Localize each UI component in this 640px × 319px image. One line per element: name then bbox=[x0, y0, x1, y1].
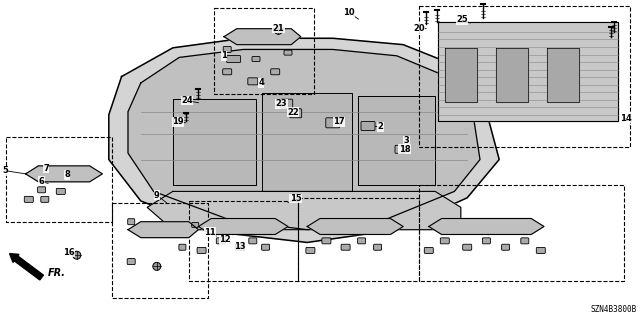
Text: 12: 12 bbox=[220, 235, 231, 244]
Text: 25: 25 bbox=[456, 15, 468, 24]
FancyBboxPatch shape bbox=[290, 109, 301, 118]
FancyBboxPatch shape bbox=[395, 145, 405, 153]
Polygon shape bbox=[358, 96, 435, 185]
FancyBboxPatch shape bbox=[326, 118, 340, 128]
FancyBboxPatch shape bbox=[248, 78, 258, 85]
FancyBboxPatch shape bbox=[192, 222, 198, 227]
Text: 3: 3 bbox=[404, 137, 409, 145]
Text: 13: 13 bbox=[234, 242, 246, 251]
Polygon shape bbox=[547, 48, 579, 102]
Text: 18: 18 bbox=[399, 145, 410, 154]
FancyBboxPatch shape bbox=[252, 56, 260, 62]
Circle shape bbox=[73, 251, 81, 259]
FancyBboxPatch shape bbox=[227, 56, 241, 63]
Polygon shape bbox=[173, 99, 256, 185]
FancyBboxPatch shape bbox=[127, 259, 135, 264]
FancyBboxPatch shape bbox=[24, 197, 33, 202]
Circle shape bbox=[275, 26, 282, 34]
Text: 8: 8 bbox=[65, 170, 70, 179]
FancyBboxPatch shape bbox=[223, 47, 231, 52]
FancyBboxPatch shape bbox=[281, 99, 292, 108]
FancyBboxPatch shape bbox=[424, 248, 433, 253]
FancyBboxPatch shape bbox=[284, 50, 292, 55]
FancyBboxPatch shape bbox=[502, 244, 509, 250]
Polygon shape bbox=[198, 219, 288, 234]
Text: 7: 7 bbox=[44, 164, 49, 173]
Text: FR.: FR. bbox=[48, 268, 66, 278]
FancyBboxPatch shape bbox=[41, 197, 49, 202]
Polygon shape bbox=[224, 29, 301, 45]
Text: 9: 9 bbox=[154, 191, 159, 200]
Text: 20: 20 bbox=[413, 24, 425, 33]
FancyBboxPatch shape bbox=[521, 238, 529, 244]
Text: 14: 14 bbox=[620, 114, 632, 122]
FancyBboxPatch shape bbox=[128, 219, 134, 225]
Text: 4: 4 bbox=[258, 78, 264, 87]
Text: 15: 15 bbox=[290, 194, 301, 203]
FancyBboxPatch shape bbox=[463, 244, 472, 250]
FancyBboxPatch shape bbox=[374, 244, 381, 250]
Text: 11: 11 bbox=[204, 228, 216, 237]
Polygon shape bbox=[438, 22, 618, 121]
Text: 19: 19 bbox=[172, 117, 184, 126]
Circle shape bbox=[153, 262, 161, 271]
FancyBboxPatch shape bbox=[56, 189, 65, 194]
Polygon shape bbox=[128, 222, 198, 238]
Polygon shape bbox=[262, 93, 352, 191]
Text: 6: 6 bbox=[38, 177, 45, 186]
FancyBboxPatch shape bbox=[197, 248, 206, 253]
FancyBboxPatch shape bbox=[361, 122, 375, 130]
Polygon shape bbox=[307, 219, 403, 234]
FancyBboxPatch shape bbox=[306, 248, 315, 253]
Text: 21: 21 bbox=[273, 24, 284, 33]
FancyBboxPatch shape bbox=[223, 69, 232, 75]
Polygon shape bbox=[26, 166, 102, 182]
FancyBboxPatch shape bbox=[262, 244, 269, 250]
FancyBboxPatch shape bbox=[236, 244, 244, 250]
Polygon shape bbox=[109, 38, 499, 242]
FancyBboxPatch shape bbox=[341, 244, 350, 250]
FancyBboxPatch shape bbox=[483, 238, 490, 244]
FancyBboxPatch shape bbox=[536, 248, 545, 253]
Text: 1: 1 bbox=[221, 51, 227, 60]
FancyBboxPatch shape bbox=[216, 238, 225, 244]
FancyBboxPatch shape bbox=[249, 238, 257, 244]
FancyBboxPatch shape bbox=[358, 238, 365, 244]
Text: 16: 16 bbox=[63, 248, 75, 256]
Text: 23: 23 bbox=[276, 99, 287, 108]
Text: 5: 5 bbox=[2, 166, 8, 175]
FancyArrow shape bbox=[10, 254, 44, 280]
FancyBboxPatch shape bbox=[271, 69, 280, 75]
Polygon shape bbox=[429, 219, 544, 234]
Polygon shape bbox=[445, 48, 477, 102]
Text: 17: 17 bbox=[333, 117, 345, 126]
Text: 22: 22 bbox=[287, 108, 299, 117]
Text: 10: 10 bbox=[343, 8, 355, 17]
FancyBboxPatch shape bbox=[440, 238, 449, 244]
FancyBboxPatch shape bbox=[38, 187, 45, 193]
Text: SZN4B3800B: SZN4B3800B bbox=[591, 305, 637, 314]
FancyBboxPatch shape bbox=[322, 238, 331, 244]
Polygon shape bbox=[128, 49, 480, 230]
Polygon shape bbox=[496, 48, 528, 102]
FancyBboxPatch shape bbox=[179, 244, 186, 250]
Polygon shape bbox=[147, 191, 461, 230]
Text: 2: 2 bbox=[378, 122, 384, 131]
Text: 24: 24 bbox=[181, 96, 193, 105]
